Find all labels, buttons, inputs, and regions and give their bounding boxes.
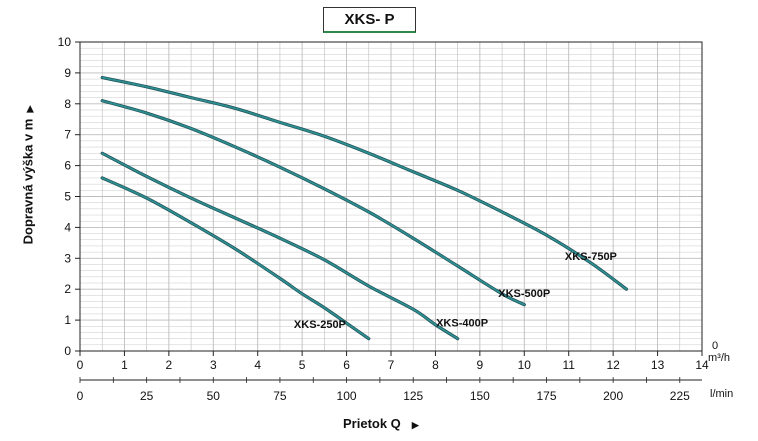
series-line-xks-500p [101,99,526,306]
x-axis-label-text: Prietok Q [343,416,401,431]
series-line-xks-250p [101,177,370,340]
x-tick-label: 4 [254,358,261,372]
secondary-x-tick-label: 25 [140,389,154,403]
x-unit-secondary: l/min [710,388,734,400]
y-tick-label: 0 [64,344,71,358]
series-label: XKS-750P [565,251,617,263]
x-tick-label: 8 [432,358,439,372]
x-tick-label: 2 [166,358,173,372]
y-tick-label: 1 [64,313,71,327]
y-tick-label: 8 [64,97,71,111]
y-tick-label: 9 [64,66,71,80]
x-tick-label: 7 [388,358,395,372]
y-tick-label: 4 [64,220,71,234]
x-tick-label: 3 [210,358,217,372]
x-tick-label: 11 [562,358,575,372]
x-tick-label: 6 [343,358,350,372]
secondary-x-tick-label: 225 [670,389,690,403]
series-line-xks-400p [101,152,459,340]
series-label: XKS-250P [294,319,346,331]
x-axis-label: Prietok Q ▶ [343,416,419,431]
y-tick-label: 7 [64,128,71,142]
secondary-x-tick-label: 175 [536,389,556,403]
series-label: XKS-400P [436,317,488,329]
x-tick-label: 12 [606,358,620,372]
series-line-outline [100,75,629,291]
x-tick-label: 14 [695,358,709,372]
y-tick-label: 10 [58,35,72,49]
x-tick-label: 1 [121,358,128,372]
x-tick-label: 13 [651,358,665,372]
y-tick-label: 3 [64,251,71,265]
y-zero-right-label: 0 [712,340,719,352]
y-tick-label: 6 [64,159,71,173]
x-axis-arrow-icon: ▶ [404,420,419,430]
chart-title: XKS- P [323,7,416,33]
secondary-x-tick-label: 50 [207,389,221,403]
y-tick-label: 2 [64,282,71,296]
secondary-x-tick-label: 100 [337,389,357,403]
secondary-x-tick-label: 150 [470,389,490,403]
series-label: XKS-500P [498,288,550,300]
secondary-x-tick-label: 0 [77,389,84,403]
x-tick-label: 9 [477,358,484,372]
x-tick-label: 10 [518,358,532,372]
secondary-x-tick-label: 75 [273,389,287,403]
x-tick-label: 0 [77,358,84,372]
y-tick-label: 5 [64,190,71,204]
series-line-xks-750p [101,76,628,291]
secondary-x-tick-label: 200 [603,389,623,403]
x-tick-label: 5 [299,358,306,372]
x-unit-primary: m³/h [708,352,730,364]
secondary-x-tick-label: 125 [403,389,423,403]
